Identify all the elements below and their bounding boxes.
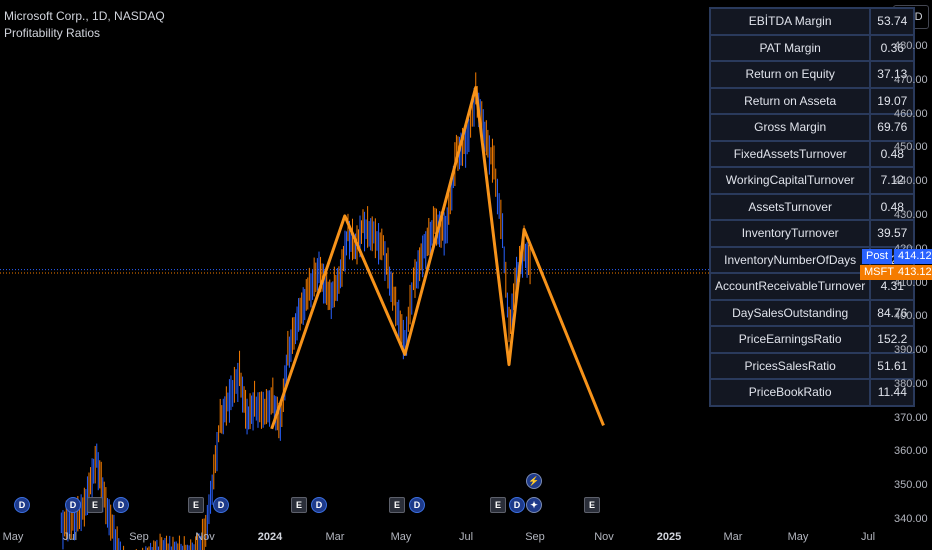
- dividend-marker[interactable]: D: [14, 497, 30, 513]
- ratio-label: PriceEarningsRatio: [708, 325, 872, 354]
- post-label: Post: [866, 250, 889, 262]
- ratio-value: 152.2: [869, 325, 916, 354]
- y-tick-label: 450.00: [894, 141, 928, 154]
- ratio-row: PriceBookRatio 11.44: [708, 378, 916, 407]
- last-price-badge: 413.12: [894, 265, 932, 280]
- ratio-row: PricesSalesRatio 51.61: [708, 351, 916, 380]
- ratio-label: AssetsTurnover: [708, 192, 872, 221]
- x-tick-label: Mar: [325, 531, 345, 543]
- ratio-label: AccountReceivableTurnover: [708, 272, 872, 301]
- split-marker[interactable]: ✦: [526, 497, 542, 513]
- ratio-value: 39.57: [869, 219, 916, 248]
- y-tick-label: 460.00: [894, 107, 928, 120]
- y-tick-label: 360.00: [894, 445, 928, 458]
- ratio-value: 51.61: [869, 351, 916, 380]
- ratio-value: 84.76: [869, 298, 916, 327]
- x-tick-label: Jul: [860, 531, 876, 543]
- chart-title: Microsoft Corp., 1D, NASDAQ: [4, 9, 165, 23]
- dividend-marker[interactable]: D: [311, 497, 327, 513]
- symbol-label: MSFT: [864, 266, 894, 278]
- y-tick-label: 390.00: [894, 344, 928, 357]
- post-market-badge: Post: [862, 249, 893, 264]
- ratio-label: PriceBookRatio: [708, 378, 872, 407]
- ratio-row: EBİTDA Margin 53.74: [708, 7, 916, 36]
- y-tick-label: 480.00: [894, 40, 928, 52]
- ratio-row: PriceEarningsRatio 152.2: [708, 325, 916, 354]
- ratio-value: 0.48: [869, 139, 916, 168]
- ratio-label: Return on Equity: [708, 60, 872, 89]
- post-price: 414.12: [898, 250, 932, 262]
- ratio-label: Return on Asseta: [708, 86, 872, 115]
- dividend-marker[interactable]: D: [509, 497, 525, 513]
- pattern-line: [270, 86, 605, 430]
- last-price: 413.12: [898, 266, 932, 278]
- y-tick-label: 400.00: [894, 310, 928, 323]
- y-tick-label: 340.00: [894, 513, 928, 525]
- ratio-label: PAT Margin: [708, 33, 872, 62]
- x-tick-label: 2025: [656, 531, 682, 543]
- earnings-marker[interactable]: E: [291, 497, 307, 513]
- ratio-row: Gross Margin 69.76: [708, 113, 916, 142]
- indicator-name: Profitability Ratios: [4, 26, 101, 40]
- ratios-table: EBİTDA Margin 53.74 PAT Margin 0.36 Return o…: [708, 7, 916, 407]
- ratio-row: FixedAssetsTurnover 0.48: [708, 139, 916, 168]
- ratio-row: Return on Asseta 19.07: [708, 86, 916, 115]
- y-tick-label: 380.00: [894, 377, 928, 390]
- split-marker[interactable]: ⚡: [526, 473, 542, 489]
- ratio-value: 53.74: [869, 7, 916, 36]
- y-tick-label: 440.00: [894, 175, 928, 188]
- ratio-label: WorkingCapitalTurnover: [708, 166, 872, 195]
- dividend-marker[interactable]: D: [213, 497, 229, 513]
- y-tick-label: 350.00: [894, 479, 928, 492]
- ratio-label: InventoryTurnover: [708, 219, 872, 248]
- ratio-row: InventoryTurnover 39.57: [708, 219, 916, 248]
- y-tick-label: 430.00: [894, 208, 928, 221]
- ratio-label: FixedAssetsTurnover: [708, 139, 872, 168]
- ratio-value: 0.48: [869, 192, 916, 221]
- ratio-label: EBİTDA Margin: [708, 7, 872, 36]
- x-tick-label: Sep: [129, 531, 149, 543]
- ratio-row: Return on Equity 37.13: [708, 60, 916, 89]
- earnings-marker[interactable]: E: [584, 497, 600, 513]
- ratio-row: DaySalesOutstanding 84.76: [708, 298, 916, 327]
- ratio-value: 11.44: [869, 378, 916, 407]
- x-tick-label: Nov: [594, 531, 614, 543]
- symbol-badge: MSFT: [860, 265, 898, 280]
- earnings-marker[interactable]: E: [389, 497, 405, 513]
- ratio-row: PAT Margin 0.36: [708, 33, 916, 62]
- dividend-marker[interactable]: D: [113, 497, 129, 513]
- x-tick-label: Mar: [723, 531, 743, 543]
- post-price-badge: 414.12: [894, 249, 932, 264]
- y-tick-label: 370.00: [894, 411, 928, 424]
- x-tick-label: Nov: [195, 531, 215, 543]
- ratio-label: Gross Margin: [708, 113, 872, 142]
- x-tick-label: Jul: [458, 531, 474, 543]
- dividend-marker[interactable]: D: [409, 497, 425, 513]
- ratio-row: AssetsTurnover 0.48: [708, 192, 916, 221]
- ratio-label: InventoryNumberOfDays: [708, 245, 872, 274]
- x-tick-label: May: [2, 531, 24, 543]
- x-tick-label: Sep: [525, 531, 545, 543]
- earnings-marker[interactable]: E: [87, 497, 103, 513]
- x-tick-label: May: [390, 531, 412, 543]
- ratio-label: DaySalesOutstanding: [708, 298, 872, 327]
- x-tick-label: 2024: [257, 531, 283, 543]
- x-tick-label: Jul: [62, 531, 78, 543]
- dividend-marker[interactable]: D: [65, 497, 81, 513]
- earnings-marker[interactable]: E: [188, 497, 204, 513]
- ratio-value: 0.36: [869, 33, 916, 62]
- x-tick-label: May: [787, 531, 809, 543]
- ratio-row: WorkingCapitalTurnover 7.12: [708, 166, 916, 195]
- y-tick-label: 470.00: [894, 73, 928, 86]
- earnings-marker[interactable]: E: [490, 497, 506, 513]
- ratio-label: PricesSalesRatio: [708, 351, 872, 380]
